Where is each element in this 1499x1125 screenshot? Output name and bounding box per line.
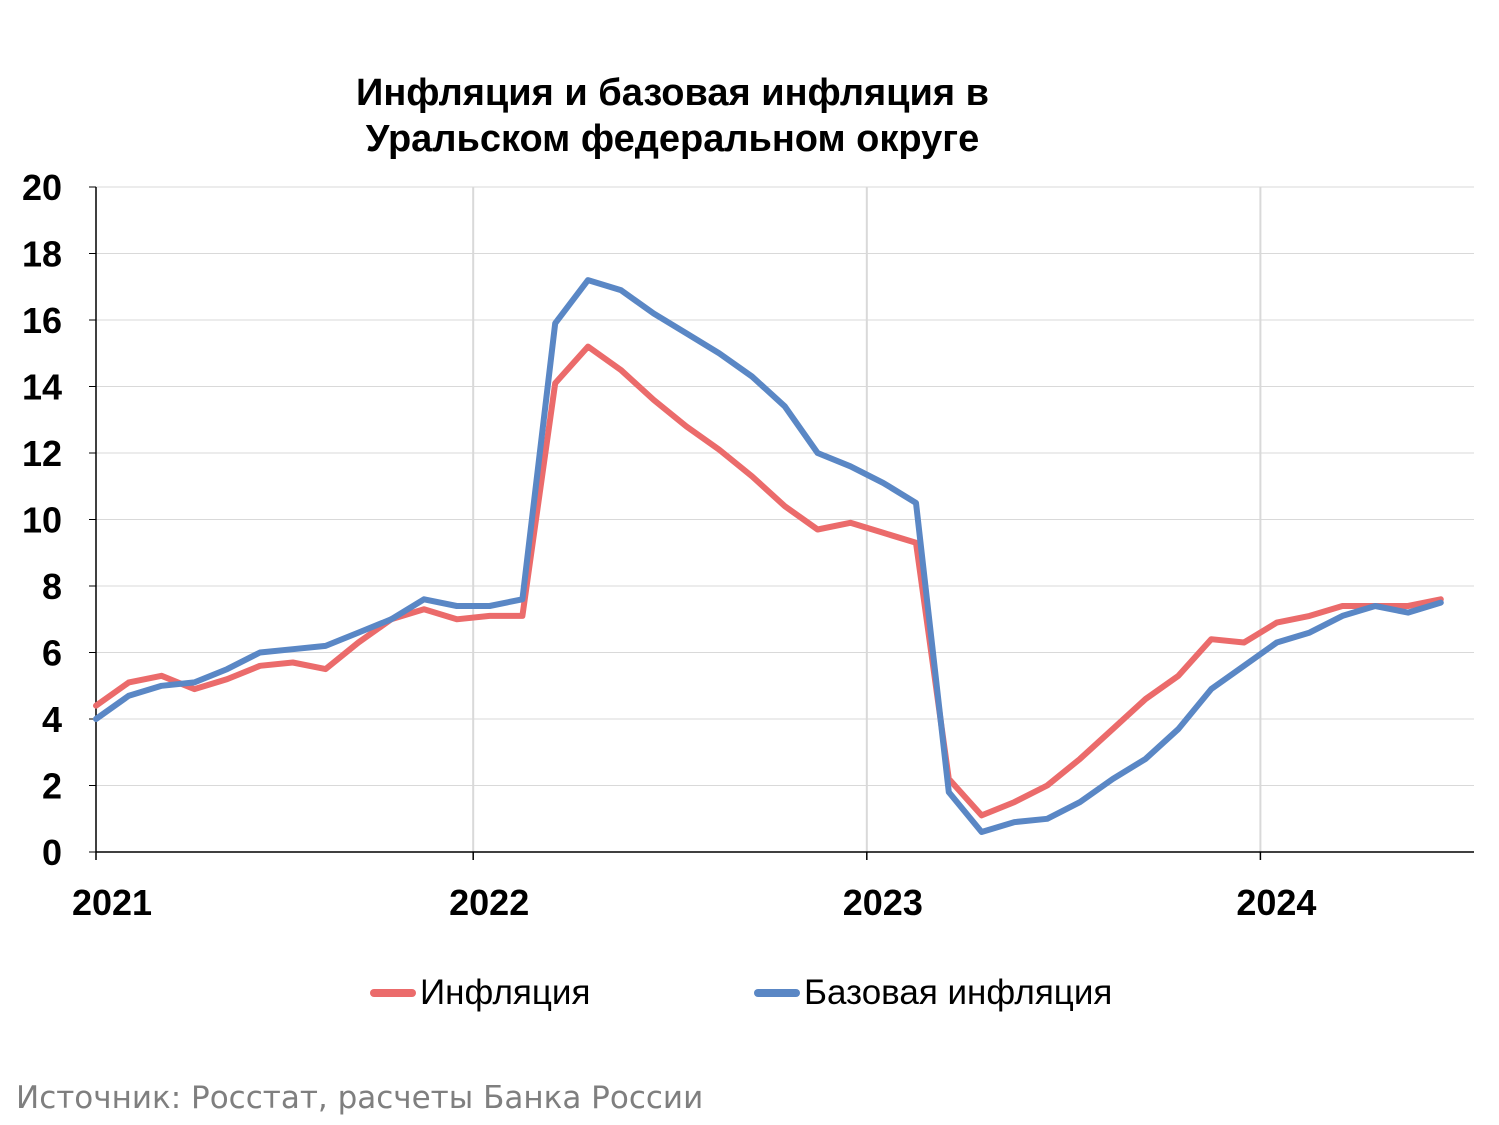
y-tick-label-2: 2	[42, 766, 62, 807]
grid	[96, 186, 1474, 852]
legend-swatch-core-inflation	[754, 989, 800, 997]
y-tick-label-12: 12	[22, 433, 62, 474]
legend-item-core-inflation: Базовая инфляция	[754, 970, 1112, 1016]
y-tick-label-10: 10	[22, 500, 62, 541]
y-tick-label-6: 6	[42, 633, 62, 674]
chart-title-line-1: Инфляция и базовая инфляция в	[356, 72, 989, 114]
y-tick-label-18: 18	[22, 234, 62, 275]
y-tick-label-4: 4	[42, 699, 62, 740]
y-tick-label-14: 14	[22, 367, 62, 408]
x-tick-label-2022: 2022	[449, 882, 529, 923]
chart-title: Инфляция и базовая инфляция в Уральском …	[250, 70, 1095, 162]
y-tick-label-0: 0	[42, 832, 62, 873]
legend-label-inflation: Инфляция	[420, 973, 591, 1012]
legend-item-inflation: Инфляция	[370, 970, 590, 1016]
y-tick-label-16: 16	[22, 300, 62, 341]
legend-label-core-inflation: Базовая инфляция	[804, 973, 1113, 1012]
legend-swatch-inflation	[370, 989, 416, 997]
x-axis-tick-labels: 2021 2022 2023 2024	[72, 882, 1316, 923]
y-tick-label-8: 8	[42, 566, 62, 607]
x-tick-label-2021: 2021	[72, 882, 152, 923]
series-lines	[93, 277, 1444, 835]
x-tick-label-2023: 2023	[843, 882, 923, 923]
axes	[89, 186, 1474, 860]
y-axis-tick-labels: 0 2 4 6 8 10 12 14 16 18 20	[22, 167, 62, 873]
series-line-inflation	[93, 343, 1444, 819]
series-line-core-inflation-group	[93, 277, 1444, 835]
y-tick-label-20: 20	[22, 167, 62, 208]
series-line-inflation-group	[93, 343, 1444, 819]
chart-title-line-2: Уральском федеральном округе	[365, 118, 980, 160]
x-tick-label-2024: 2024	[1236, 882, 1316, 923]
source-note: Источник: Росстат, расчеты Банка России	[16, 1080, 704, 1116]
series-line-core-inflation	[93, 277, 1444, 835]
